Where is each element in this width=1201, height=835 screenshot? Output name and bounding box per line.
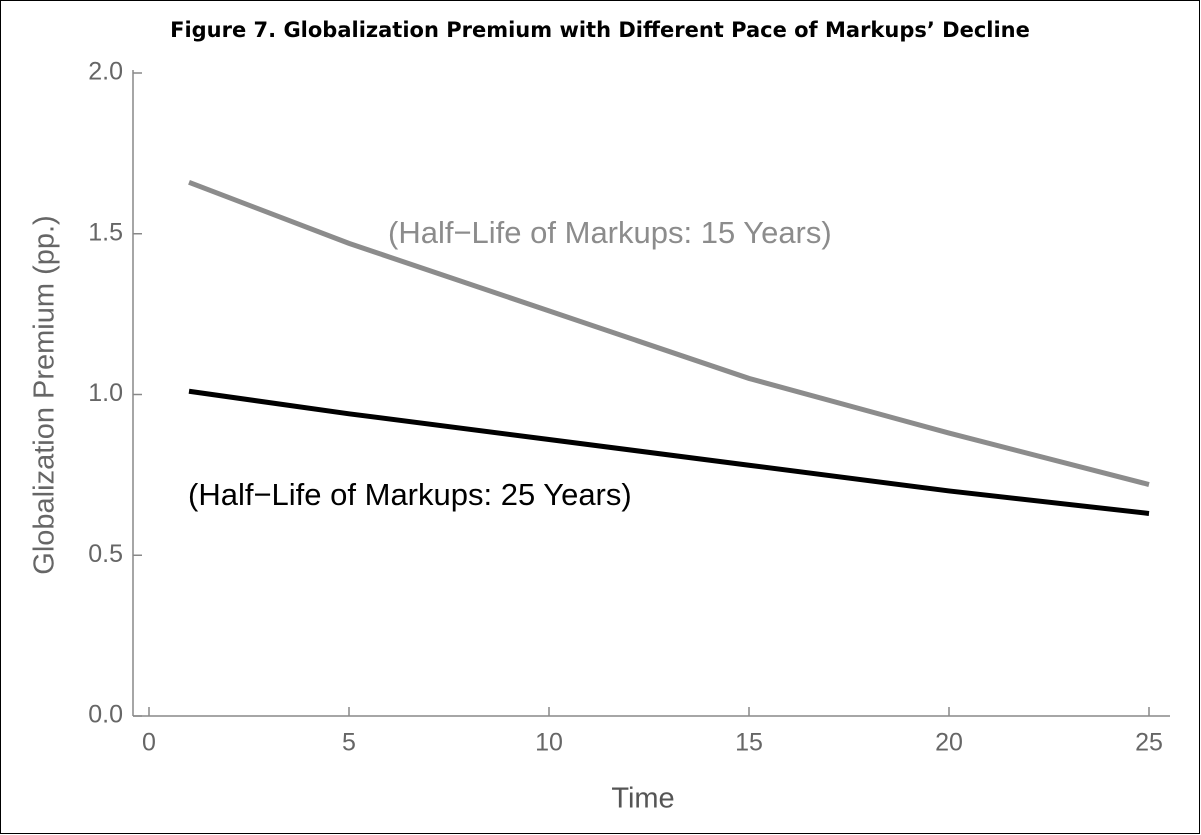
x-tick-label: 5 <box>342 729 356 757</box>
y-tick-label: 0.0 <box>88 701 123 729</box>
x-tick-label: 15 <box>735 729 763 757</box>
chart-title: Figure 7. Globalization Premium with Dif… <box>170 18 1030 42</box>
x-tick-label: 25 <box>1135 729 1163 757</box>
x-axis-label: Time <box>611 783 674 815</box>
series-line <box>188 388 1150 516</box>
series-line <box>188 179 1150 487</box>
series-label: (Half−Life of Markups: 25 Years) <box>188 477 632 512</box>
y-axis-label: Globalization Premium (pp.) <box>29 215 61 574</box>
y-tick-label: 2.0 <box>88 58 123 86</box>
x-tick-label: 10 <box>535 729 563 757</box>
y-tick-label: 0.5 <box>88 540 123 568</box>
y-tick-label: 1.5 <box>88 218 123 246</box>
x-tick-label: 0 <box>142 729 156 757</box>
series-label: (Half−Life of Markups: 15 Years) <box>388 215 832 250</box>
y-tick-label: 1.0 <box>88 379 123 407</box>
x-tick-label: 20 <box>935 729 963 757</box>
